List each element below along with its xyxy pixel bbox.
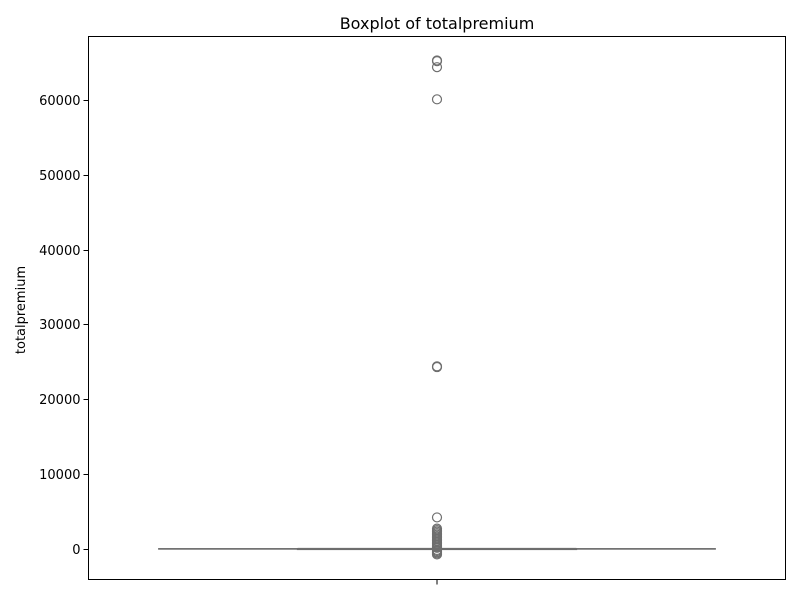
outlier-point bbox=[431, 549, 443, 560]
plot-area: 0 10000 20000 30000 40000 50000 60000 bbox=[39, 55, 716, 585]
outlier-point bbox=[431, 512, 443, 523]
y-tick-label: 0 bbox=[72, 543, 80, 558]
outlier-point bbox=[431, 94, 443, 105]
y-tick-label: 30000 bbox=[39, 318, 80, 333]
outlier-point bbox=[431, 361, 443, 373]
y-tick-label: 20000 bbox=[39, 393, 80, 408]
y-tick-label: 50000 bbox=[39, 169, 80, 184]
y-tick-label: 40000 bbox=[39, 244, 80, 259]
y-tick-label: 60000 bbox=[39, 94, 80, 109]
outlier-point bbox=[431, 56, 443, 67]
chart-title: Boxplot of totalpremium bbox=[340, 14, 535, 33]
axes-frame bbox=[88, 36, 786, 580]
outlier-point bbox=[431, 62, 443, 73]
y-axis-label: totalpremium bbox=[14, 266, 29, 354]
y-tick-label: 10000 bbox=[39, 468, 80, 483]
